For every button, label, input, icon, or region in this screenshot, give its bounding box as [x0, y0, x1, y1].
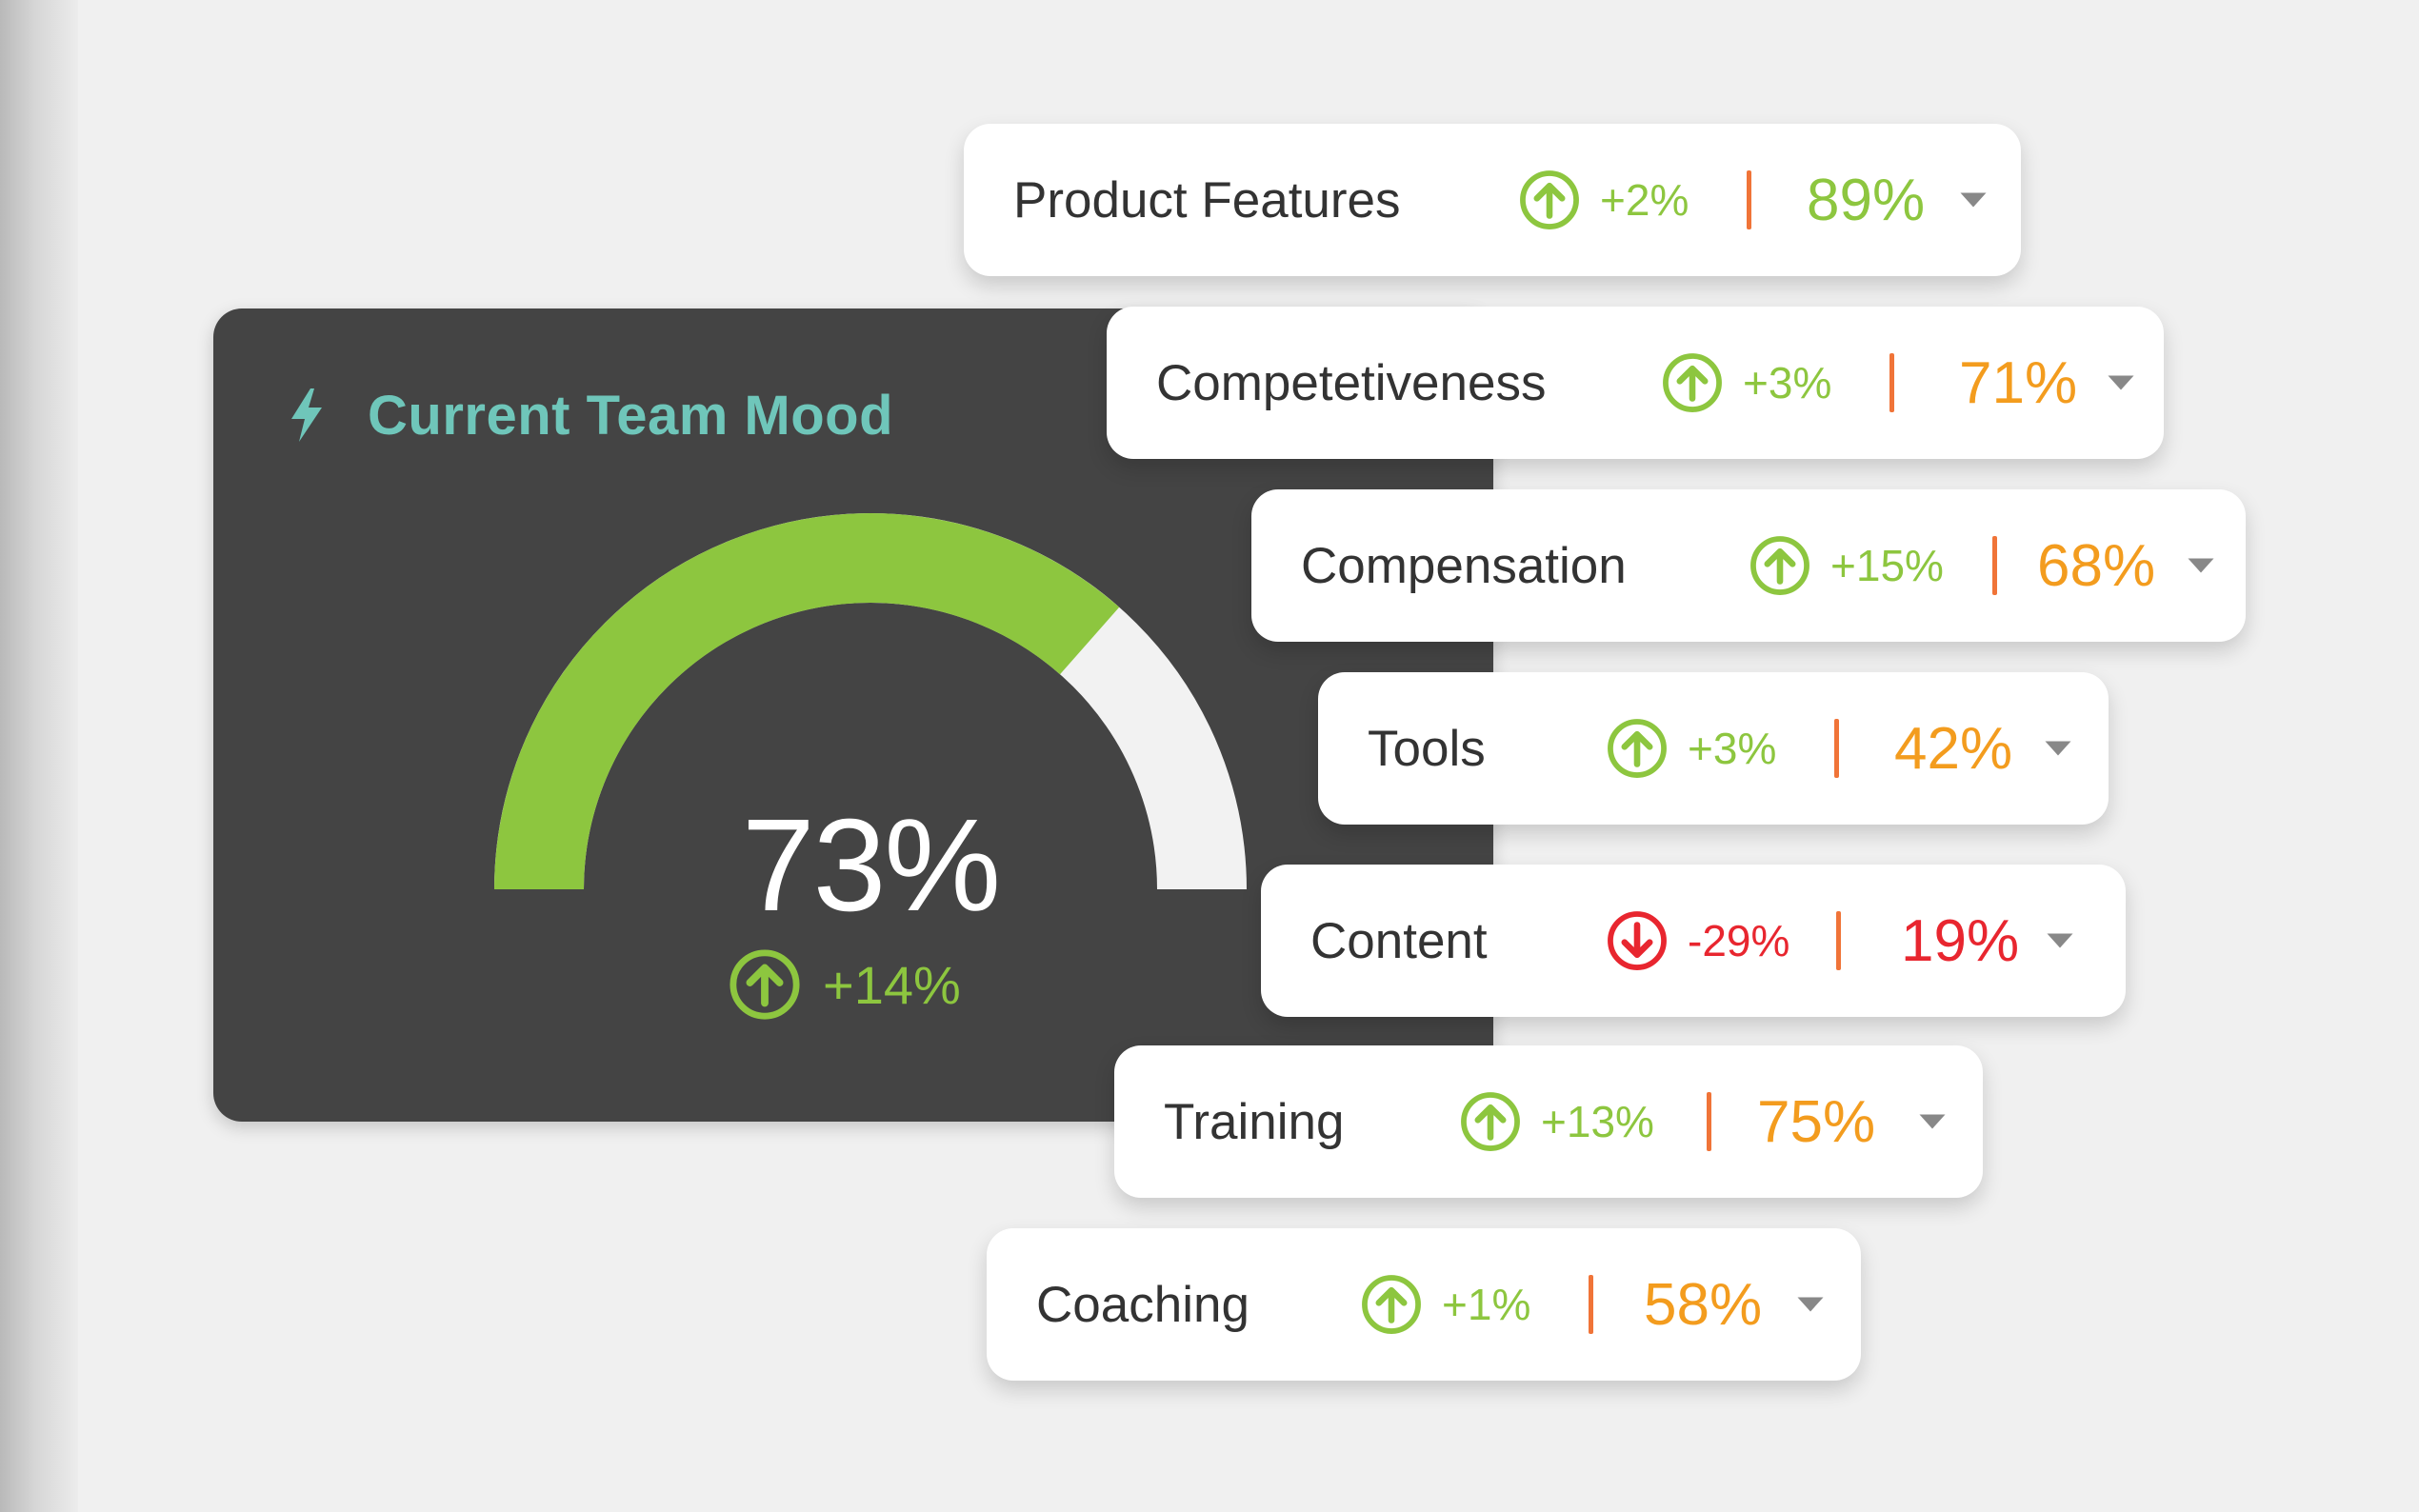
lightning-bolt-icon [291, 388, 322, 442]
metric-separator [1992, 489, 1997, 642]
metric-label: Compensation [1301, 537, 1627, 594]
metric-change: +1% [1442, 1280, 1531, 1329]
mood-card-header: Current Team Mood [288, 368, 893, 463]
arrow-up-circle-icon [730, 949, 800, 1020]
metric-separator [1834, 672, 1839, 825]
metric-card-tools[interactable]: Tools +3% 42% [1318, 672, 2109, 825]
chevron-down-icon[interactable] [2187, 489, 2215, 642]
metric-change: +13% [1541, 1097, 1654, 1146]
arrow-up-circle-icon [1459, 1045, 1522, 1198]
metric-change: +3% [1688, 724, 1777, 773]
chevron-down-icon[interactable] [2107, 307, 2135, 459]
metric-value: 68% [2037, 532, 2156, 599]
arrow-up-circle-icon [1518, 124, 1581, 276]
metric-value: 58% [1644, 1271, 1763, 1338]
metric-separator [1707, 1045, 1711, 1198]
gauge-fill [494, 513, 1120, 890]
metric-label: Training [1164, 1093, 1345, 1150]
metric-change: +15% [1830, 541, 1944, 590]
metric-separator [1747, 124, 1751, 276]
metric-card-compensation[interactable]: Compensation +15% 68% [1251, 489, 2246, 642]
metric-card-content[interactable]: Content -29% 19% [1261, 865, 2126, 1017]
left-edge-shadow [0, 0, 78, 1512]
metric-label: Tools [1368, 720, 1486, 777]
arrow-up-circle-icon [1606, 672, 1669, 825]
arrow-up-circle-icon [1360, 1228, 1423, 1381]
metric-change: +3% [1743, 358, 1832, 408]
mood-change: +14% [728, 946, 961, 1023]
metric-label: Competetiveness [1156, 354, 1547, 411]
arrow-up-circle-icon [1749, 489, 1811, 642]
metric-card-coaching[interactable]: Coaching +1% 58% [987, 1228, 1861, 1381]
mood-gauge [494, 513, 1247, 890]
metric-separator [1589, 1228, 1593, 1381]
chevron-down-icon[interactable] [1959, 124, 1988, 276]
metric-label: Coaching [1036, 1276, 1249, 1333]
arrow-down-circle-icon [1606, 865, 1669, 1017]
metric-value: 71% [1959, 349, 2078, 416]
chevron-down-icon[interactable] [2044, 672, 2072, 825]
mood-change-value: +14% [823, 954, 961, 1015]
metric-card-training[interactable]: Training +13% 75% [1114, 1045, 1983, 1198]
metric-value: 75% [1757, 1088, 1876, 1155]
mood-percentage: 73% [741, 792, 1001, 939]
metric-card-product-features[interactable]: Product Features +2% 89% [964, 124, 2021, 276]
metric-label: Product Features [1013, 171, 1401, 229]
arrow-up-circle-icon [1661, 307, 1724, 459]
metric-separator [1836, 865, 1841, 1017]
metric-value: 42% [1894, 715, 2013, 782]
metric-separator [1889, 307, 1894, 459]
metric-change: -29% [1688, 916, 1790, 965]
metric-card-competetiveness[interactable]: Competetiveness +3% 71% [1107, 307, 2164, 459]
chevron-down-icon[interactable] [1918, 1045, 1947, 1198]
metric-value: 19% [1901, 907, 2020, 974]
metric-value: 89% [1807, 167, 1926, 233]
metric-label: Content [1310, 912, 1488, 969]
mood-card-title: Current Team Mood [368, 384, 893, 447]
chevron-down-icon[interactable] [2046, 865, 2074, 1017]
chevron-down-icon[interactable] [1796, 1228, 1825, 1381]
metric-change: +2% [1600, 175, 1689, 225]
